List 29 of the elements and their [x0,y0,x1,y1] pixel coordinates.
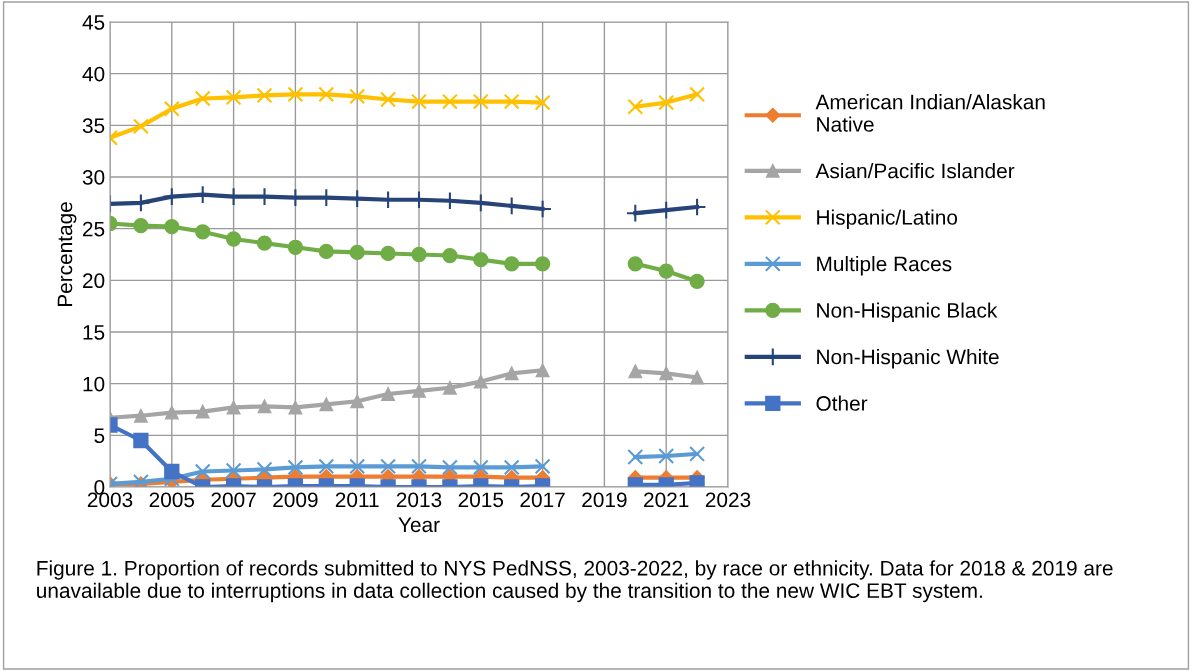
x-tick-label: 2005 [149,492,195,508]
y-tick-label: 20 [83,273,105,289]
x-tick-label: 2023 [705,492,751,508]
y-tick-label: 40 [82,66,105,82]
legend-label: Hispanic/Latino [817,209,958,229]
legend-label: Multiple Races [817,256,952,276]
y-axis-title: Percentage [57,202,77,307]
caption: Figure 1. Proportion of records submitted to NYS PedNSS, 2003-2022, by race or ethnicity. Data for 2018 & 2019 are unavailable due to interruptions in data collection caused by the transition to the new WIC EBT system. [37,560,1113,603]
x-tick-label: 2007 [211,492,256,508]
legend-label: Non-Hispanic Black [817,302,998,322]
x-tick-label: 2021 [644,492,689,508]
x-tick-label: 2015 [458,492,504,508]
x-tick-label: 2011 [335,492,379,508]
y-tick-label: 30 [82,170,105,185]
x-tick-label: 2009 [273,492,318,508]
y-tick-label: 5 [94,428,105,444]
legend-label: Other [816,395,868,411]
y-tick-label: 10 [83,376,105,392]
y-tick-label: 25 [83,221,105,237]
legend-label: American Indian/Alaskan Native [815,94,1045,132]
x-tick-label: 2013 [396,492,442,508]
legend-label: Asian/Pacific Islander [815,163,1015,179]
legend-label: Non-Hispanic White [817,349,999,369]
x-tick-label: 2017 [520,492,565,508]
y-tick-label: 35 [82,118,105,134]
x-axis-title: Year [398,517,440,533]
y-tick-label: 45 [82,15,105,30]
x-tick-label: 2019 [582,492,627,508]
y-tick-label: 15 [83,325,105,340]
